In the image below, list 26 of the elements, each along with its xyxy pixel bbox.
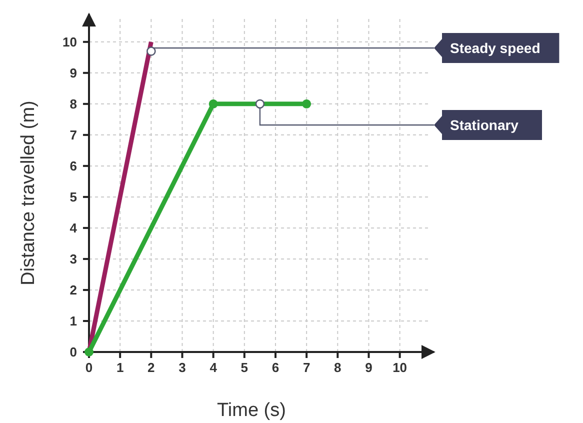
x-tick-label: 6 [272,360,280,375]
x-axis-title: Time (s) [217,400,286,421]
y-tick-label: 8 [70,96,77,112]
x-tick-label: 7 [302,360,310,375]
x-tick-label: 10 [392,360,408,375]
y-tick-label: 6 [70,158,77,174]
x-tick-label: 0 [85,360,93,375]
y-tick-label: 2 [70,282,77,298]
y-tick-label: 10 [62,34,77,50]
x-tick-label: 3 [178,360,186,375]
y-tick-label: 4 [70,220,78,236]
x-tick-label: 2 [148,360,155,375]
x-tick-label: 1 [116,360,124,375]
x-tick-label: 8 [334,360,342,375]
y-tick-label: 1 [70,313,77,328]
y-tick-label: 5 [70,189,77,204]
annotation: Stationary [450,117,519,133]
y-tick-label: 3 [70,251,77,266]
y-tick-label: 9 [70,65,77,80]
x-tick-label: 4 [210,360,218,375]
y-tick-label: 0 [70,344,77,360]
x-tick-label: 5 [240,360,248,375]
y-tick-label: 7 [70,127,77,142]
annotation: Steady speed [450,40,540,56]
y-axis-title: Distance travelled (m) [18,100,39,286]
x-tick-label: 9 [365,360,372,375]
